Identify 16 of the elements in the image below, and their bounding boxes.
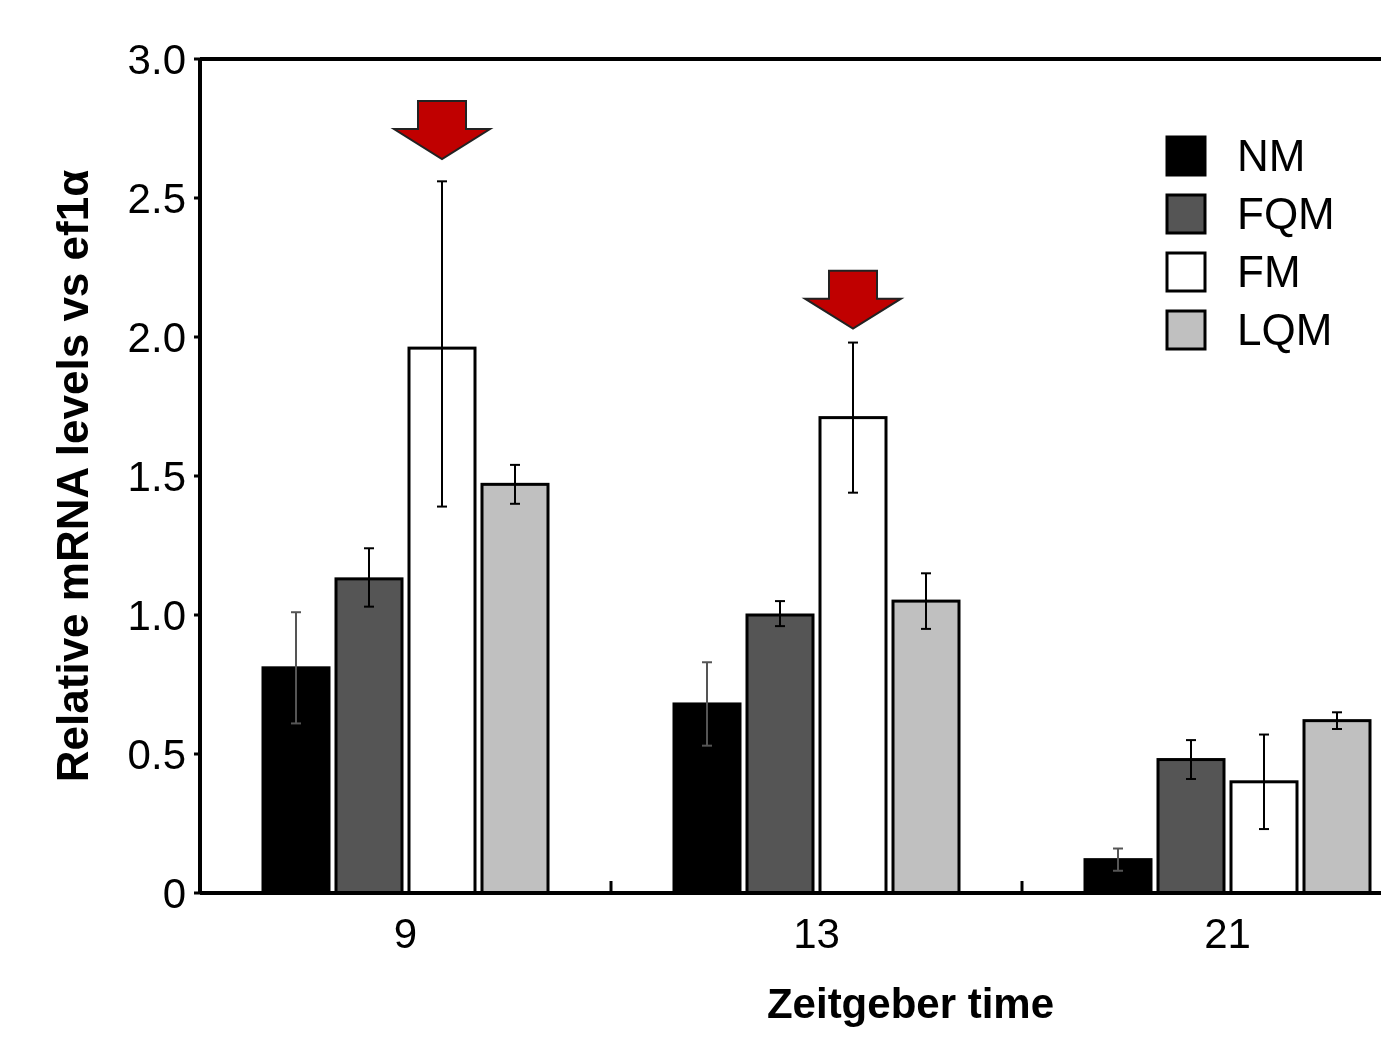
legend-label: FQM — [1237, 189, 1335, 239]
y-tick-label: 2.0 — [127, 313, 186, 361]
y-axis-title: Relative mRNA levels vs ef1α — [48, 169, 97, 783]
legend-label: LQM — [1237, 305, 1333, 355]
y-tick-label: 0.5 — [127, 730, 186, 778]
x-tick-label: 13 — [793, 909, 840, 957]
x-tick-label: 21 — [1204, 909, 1251, 957]
y-tick-label: 1.5 — [127, 452, 186, 500]
y-tick-label: 1.0 — [127, 591, 186, 639]
y-tick-label: 0 — [162, 869, 186, 917]
y-tick-label: 3.0 — [127, 35, 186, 83]
legend-label: NM — [1237, 131, 1306, 181]
legend-label: FM — [1237, 247, 1301, 297]
y-tick-label: 2.5 — [127, 174, 186, 222]
x-tick-label: 9 — [393, 909, 418, 957]
x-axis-title: Zeitgeber time — [766, 980, 1055, 1027]
